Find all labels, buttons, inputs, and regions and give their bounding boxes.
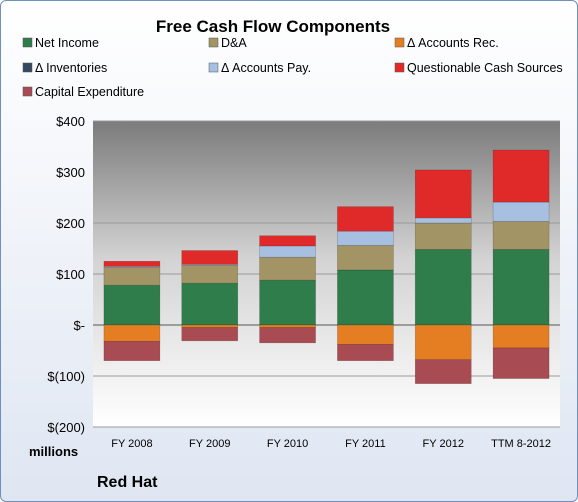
x-tick-label: TTM 8-2012 — [491, 438, 551, 450]
bar-segment-danda — [103, 267, 161, 286]
legend-label-delta-inventories: Δ Inventories — [35, 61, 107, 75]
bar-segment-delta-accounts-rec — [414, 324, 472, 360]
bars — [103, 149, 550, 384]
legend-swatch-capital-expenditure — [22, 86, 33, 97]
bar-segment-net-income — [181, 282, 239, 326]
legend-swatch-danda — [208, 37, 219, 48]
x-tick-label: FY 2010 — [267, 438, 308, 450]
legend-swatch-net-income — [22, 37, 33, 48]
legend-label-questionable-cash-sources: Questionable Cash Sources — [407, 61, 563, 75]
x-tick-label: FY 2009 — [189, 438, 230, 450]
bar-segment-danda — [259, 256, 316, 281]
legend-label-capital-expenditure: Capital Expenditure — [35, 85, 144, 99]
bar-segment-net-income — [492, 249, 550, 326]
bar-segment-danda — [492, 221, 550, 250]
bar-segment-delta-accounts-rec — [259, 324, 316, 328]
bar-segment-capital-expenditure — [103, 341, 161, 362]
y-tick-label: $(100) — [47, 369, 85, 384]
bar-segment-delta-accounts-pay — [414, 217, 472, 224]
bar-segment-questionable-cash-sources — [337, 206, 394, 232]
bar-segment-danda — [337, 245, 394, 271]
bar-segment-capital-expenditure — [259, 327, 316, 344]
bar-segment-delta-accounts-rec — [181, 324, 239, 328]
bar-segment-delta-accounts-pay — [337, 230, 394, 246]
bar-segment-net-income — [259, 279, 316, 326]
bar-segment-net-income — [414, 249, 472, 326]
bar-segment-questionable-cash-sources — [414, 169, 472, 219]
bar-segment-capital-expenditure — [337, 344, 394, 362]
y-tick-label: $- — [73, 318, 85, 333]
gridlines — [93, 120, 560, 428]
unit-label: millions — [29, 444, 78, 459]
bar-segment-capital-expenditure — [181, 327, 239, 342]
bar-segment-delta-accounts-pay — [259, 245, 316, 258]
legend-label-net-income: Net Income — [35, 36, 99, 50]
y-tick-label: $300 — [56, 165, 85, 180]
legend-swatch-delta-accounts-pay — [208, 62, 219, 73]
x-axis: FY 2008 FY 2009 FY 2010 FY 2011 FY 2012 TTM 8… — [111, 438, 551, 450]
legend-swatch-delta-inventories — [22, 62, 33, 73]
bar-segment-questionable-cash-sources — [103, 260, 161, 267]
bar-segment-delta-accounts-rec — [337, 324, 394, 345]
company-name: Red Hat — [97, 474, 158, 491]
legend-label-danda: D&A — [221, 36, 247, 50]
y-tick-label: $400 — [56, 114, 85, 129]
legend-swatch-questionable-cash-sources — [394, 62, 405, 73]
bar-segment-capital-expenditure — [414, 359, 472, 384]
bar-segment-delta-accounts-pay — [492, 201, 550, 222]
y-axis: $400 $300 $200 $100 $- $(100) $(200) — [47, 114, 85, 435]
bar-segment-net-income — [103, 284, 161, 326]
chart-legend: Net Income D&A Δ Accounts Rec. Δ Inventorie… — [22, 36, 563, 99]
chart-title: Free Cash Flow Components — [156, 17, 390, 36]
legend-swatch-delta-accounts-rec — [394, 37, 405, 48]
bar-segment-questionable-cash-sources — [181, 250, 239, 265]
legend-label-delta-accounts-pay: Δ Accounts Pay. — [221, 61, 311, 75]
x-tick-label: FY 2011 — [345, 438, 386, 450]
bar-segment-capital-expenditure — [492, 347, 550, 379]
y-tick-label: $200 — [56, 216, 85, 231]
y-tick-label: $100 — [56, 267, 85, 282]
legend-label-delta-accounts-rec: Δ Accounts Rec. — [407, 36, 499, 50]
bar-segment-danda — [414, 222, 472, 250]
bar-segment-questionable-cash-sources — [492, 149, 550, 203]
y-tick-label: $(200) — [47, 420, 85, 435]
x-tick-label: FY 2008 — [111, 438, 152, 450]
x-tick-label: FY 2012 — [423, 438, 464, 450]
bar-segment-delta-accounts-rec — [103, 324, 161, 342]
bar-segment-questionable-cash-sources — [259, 235, 316, 247]
bar-segment-net-income — [337, 269, 394, 326]
bar-segment-delta-accounts-rec — [492, 324, 550, 349]
bar-segment-danda — [181, 265, 239, 284]
